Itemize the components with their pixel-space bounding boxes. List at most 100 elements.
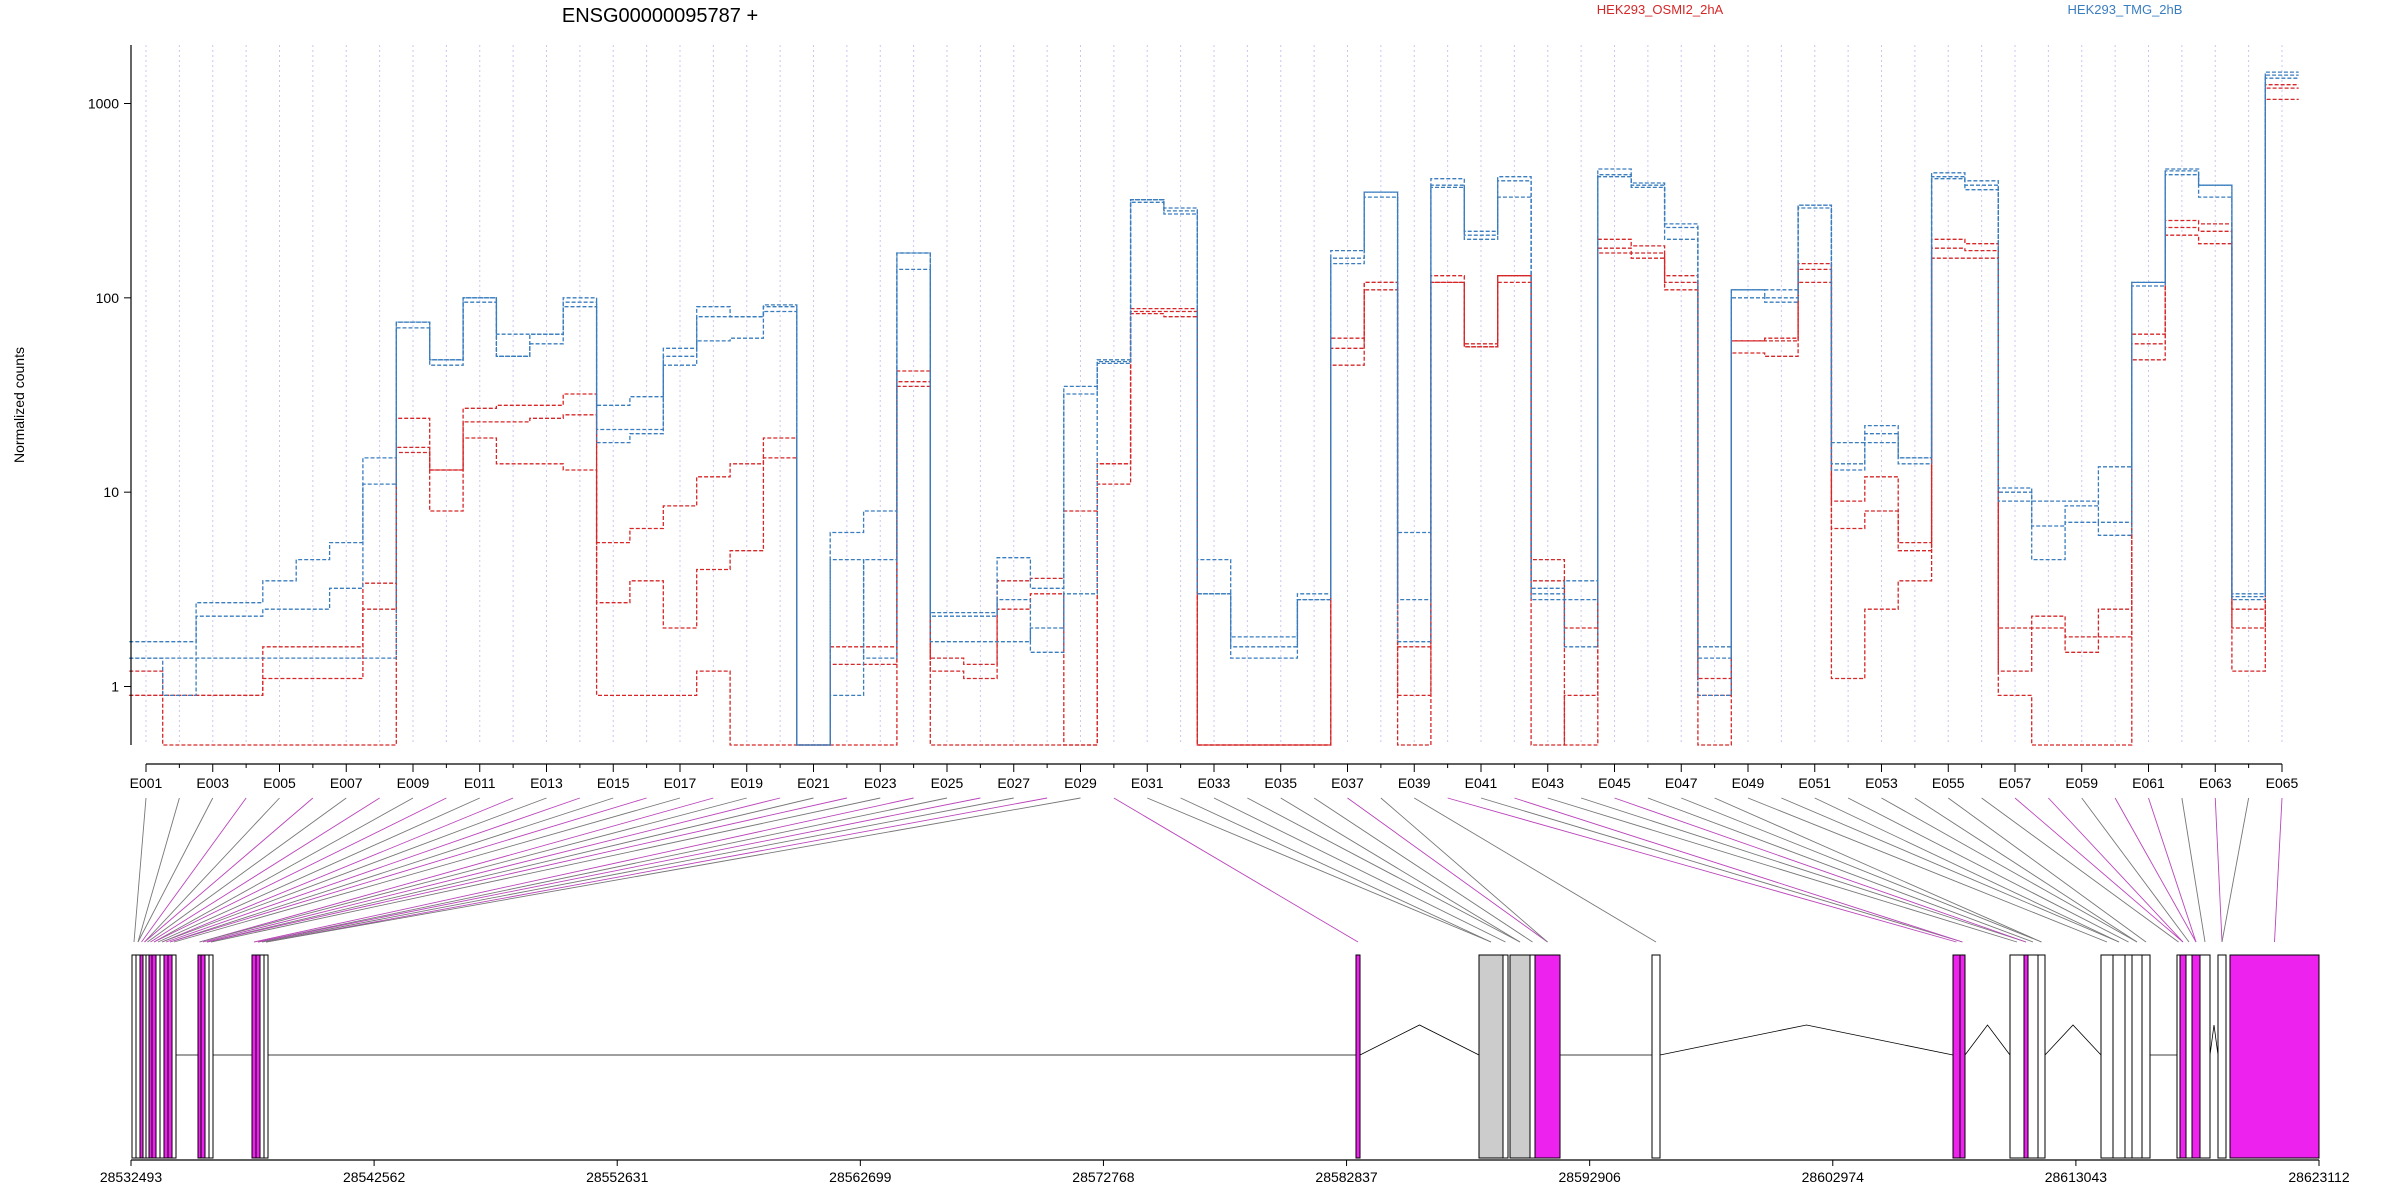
- exon-connector: [1781, 797, 2120, 943]
- gene-model: [131, 954, 2320, 1159]
- genomic-coordinate-label: 28602974: [1802, 1169, 1865, 1185]
- exon-connector: [1180, 797, 1492, 943]
- exon-connector: [206, 797, 847, 943]
- exon-box: [2217, 954, 2227, 1159]
- exon-box: [1355, 954, 1361, 1159]
- intron-arch: [1359, 1024, 1480, 1056]
- exon-box: [163, 954, 169, 1159]
- y-tick-label: 10: [103, 484, 119, 500]
- exon-connector: [2081, 797, 2190, 943]
- exon-connector: [1814, 797, 2120, 943]
- exon-box: [171, 954, 177, 1159]
- exon-box: [2037, 954, 2046, 1159]
- exon-connector: [2048, 797, 2184, 943]
- legend-label-tmg: HEK293_TMG_2hB: [2068, 2, 2183, 17]
- exon-box: [251, 954, 257, 1159]
- exon-box: [2199, 954, 2211, 1159]
- exon-connector: [1347, 797, 1548, 943]
- genomic-coordinate-label: 28552631: [586, 1169, 649, 1185]
- y-tick-label: 1000: [88, 96, 119, 112]
- intron-arch: [2209, 1024, 2219, 1056]
- exon-connector: [1113, 797, 1359, 943]
- exon-connector: [1881, 797, 2138, 943]
- exon-connector: [144, 797, 314, 943]
- exon-connector: [161, 797, 547, 943]
- x-tick-label: E027: [997, 775, 1030, 791]
- y-tick-label: 1: [111, 678, 119, 694]
- exon-box: [2124, 954, 2133, 1159]
- exon-connector: [2148, 797, 2197, 943]
- x-tick-label: E045: [1598, 775, 1631, 791]
- x-tick-label: E009: [397, 775, 430, 791]
- exon-connector: [1981, 797, 2179, 943]
- series-line: [129, 84, 2299, 746]
- exon-connector: [2181, 797, 2206, 943]
- x-tick-label: E041: [1465, 775, 1498, 791]
- exon-connector: [1847, 797, 2129, 943]
- genomic-coordinate-label: 28592906: [1559, 1169, 1622, 1185]
- x-tick-label: E021: [797, 775, 830, 791]
- genomic-coordinate-label: 28572768: [1072, 1169, 1135, 1185]
- exon-connector: [137, 797, 180, 943]
- x-tick-label: E007: [330, 775, 363, 791]
- y-tick-label: 100: [96, 290, 120, 306]
- exon-box: [259, 954, 265, 1159]
- chart-title: ENSG00000095787 +: [562, 5, 758, 27]
- x-tick-label: E029: [1064, 775, 1097, 791]
- exon-box: [255, 954, 261, 1159]
- x-axis: E001 E003 E005 E007 E009 E011 E013 E015 E017 E019…: [130, 763, 2299, 791]
- exon-connector: [2274, 797, 2283, 943]
- exon-connector: [199, 797, 747, 943]
- x-tick-label: E011: [464, 775, 496, 791]
- exon-connector: [199, 797, 714, 943]
- exon-connector: [261, 797, 1014, 943]
- x-tick-label: E055: [1932, 775, 1965, 791]
- genomic-coordinate-label: 28532493: [100, 1169, 163, 1185]
- exon-box: [2112, 954, 2126, 1159]
- exon-box: [167, 954, 173, 1159]
- x-tick-label: E043: [1531, 775, 1564, 791]
- exon-box: [135, 954, 141, 1159]
- exon-connector: [1647, 797, 2034, 943]
- plot-series: [129, 71, 2299, 746]
- exon-connectors: [133, 797, 2283, 943]
- x-tick-label: E061: [2132, 775, 2165, 791]
- intron-arch: [1659, 1024, 1954, 1056]
- exon-box: [2023, 954, 2029, 1159]
- x-tick-label: E033: [1198, 775, 1231, 791]
- exon-connector: [1747, 797, 2108, 943]
- y-axis: 1 10 100 1000: [88, 45, 132, 745]
- intron-arch: [2044, 1024, 2102, 1056]
- exon-connector: [173, 797, 681, 943]
- x-tick-label: E005: [263, 775, 296, 791]
- genomic-coordinate-label: 28542562: [343, 1169, 406, 1185]
- exon-box: [1952, 954, 1961, 1159]
- exon-connector: [144, 797, 280, 943]
- exon-connector: [141, 797, 247, 943]
- x-tick-label: E049: [1732, 775, 1765, 791]
- exon-box: [159, 954, 165, 1159]
- x-tick-label: E051: [1798, 775, 1831, 791]
- series-line: [129, 98, 2299, 746]
- exon-connector: [1147, 797, 1492, 943]
- exon-connector: [1914, 797, 2138, 943]
- exon-box: [263, 954, 269, 1159]
- exon-box: [2229, 954, 2320, 1159]
- x-tick-label: E059: [2065, 775, 2098, 791]
- exon-box: [131, 954, 137, 1159]
- exon-connector: [1480, 797, 1963, 943]
- exon-connector: [1714, 797, 2042, 943]
- exon-connector: [169, 797, 614, 943]
- exon-box: [1509, 954, 1531, 1159]
- exon-connector: [1414, 797, 1657, 943]
- exon-box: [151, 954, 157, 1159]
- exon-box: [1502, 954, 1509, 1159]
- x-tick-label: E035: [1264, 775, 1297, 791]
- x-tick-label: E039: [1398, 775, 1431, 791]
- exon-connector: [153, 797, 447, 943]
- exon-connector: [2014, 797, 2184, 943]
- exon-connector: [1313, 797, 1533, 943]
- exon-connector: [153, 797, 414, 943]
- exon-box: [2131, 954, 2143, 1159]
- exon-connector: [1280, 797, 1521, 943]
